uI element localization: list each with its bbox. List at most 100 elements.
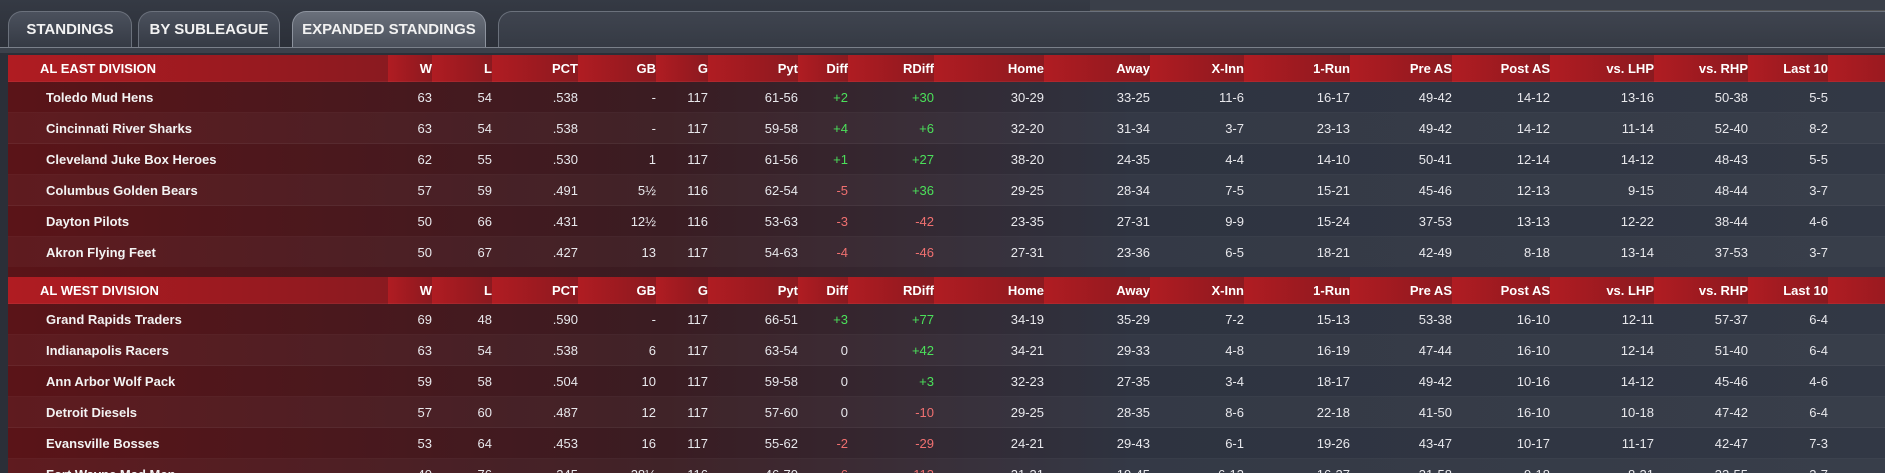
team-name[interactable]: Cincinnati River Sharks bbox=[8, 112, 388, 144]
tab-expanded-standings[interactable]: EXPANDED STANDINGS bbox=[292, 11, 486, 48]
column-header[interactable]: Last 10 bbox=[1748, 277, 1828, 304]
team-name[interactable]: Cleveland Juke Box Heroes bbox=[8, 143, 388, 175]
stat-vslhp: 12-11 bbox=[1550, 303, 1654, 335]
tab-standings[interactable]: STANDINGS bbox=[8, 11, 132, 48]
stat-pct: .538 bbox=[492, 334, 578, 366]
stat-postas: 13-13 bbox=[1452, 205, 1550, 237]
top-bar-right-strip bbox=[1090, 0, 1885, 11]
stat-gb: 12½ bbox=[578, 205, 656, 237]
column-header[interactable]: Away bbox=[1044, 55, 1150, 82]
stat-gb: - bbox=[578, 81, 656, 113]
column-header[interactable]: RDiff bbox=[848, 277, 934, 304]
team-row[interactable]: Grand Rapids Traders 69 48.590-117 66-51 +3 +… bbox=[8, 303, 1885, 335]
column-header[interactable]: Pre AS bbox=[1350, 277, 1452, 304]
stat-g: 117 bbox=[656, 236, 708, 267]
column-header[interactable]: G bbox=[656, 277, 708, 304]
team-row[interactable]: Fort Wayne Mad Men4076.34528½11646-70-6-… bbox=[8, 458, 1885, 473]
team-name[interactable]: Fort Wayne Mad Men bbox=[8, 458, 388, 473]
team-row[interactable]: Dayton Pilots 50 66.431 12½ 116 53-63 -3 -42 23-… bbox=[8, 205, 1885, 237]
tab-underline bbox=[0, 47, 1885, 53]
team-name[interactable]: Toledo Mud Hens bbox=[8, 81, 388, 113]
team-row[interactable]: Toledo Mud Hens 63 54.538-117 61-56 +2 +30 30-… bbox=[8, 81, 1885, 113]
stat-w: 63 bbox=[388, 112, 432, 144]
team-row[interactable]: Ann Arbor Wolf Pack 59 58.504 10 117 59-58 0 +3… bbox=[8, 365, 1885, 397]
stat-last10: 5-5 bbox=[1748, 81, 1828, 113]
stat-home: 29-25 bbox=[934, 174, 1044, 206]
column-header[interactable]: L bbox=[432, 277, 492, 304]
column-header[interactable]: Diff bbox=[798, 55, 848, 82]
stat-strk: L5 bbox=[1828, 365, 1885, 397]
column-header[interactable]: Diff bbox=[798, 277, 848, 304]
stat-last10: 3-7 bbox=[1748, 236, 1828, 267]
team-row[interactable]: Cleveland Juke Box Heroes 62 55.530 1 117 61-… bbox=[8, 143, 1885, 175]
column-header[interactable]: X-Inn bbox=[1150, 55, 1244, 82]
stat-preas: 49-42 bbox=[1350, 112, 1452, 144]
team-name[interactable]: Evansville Bosses bbox=[8, 427, 388, 459]
column-header[interactable]: Last 10 bbox=[1748, 55, 1828, 82]
stat-g: 117 bbox=[656, 427, 708, 459]
team-row[interactable]: Columbus Golden Bears 57 59.491 5½ 116 62-54-… bbox=[8, 174, 1885, 206]
column-header[interactable]: Strk bbox=[1828, 277, 1885, 304]
stat-onerun: 16-17 bbox=[1244, 81, 1350, 113]
tab-by-subleague[interactable]: BY SUBLEAGUE bbox=[138, 11, 280, 48]
column-header[interactable]: vs. LHP bbox=[1550, 55, 1654, 82]
column-header[interactable]: PCT bbox=[492, 277, 578, 304]
stat-strk: L5 bbox=[1828, 334, 1885, 366]
column-header[interactable]: GB bbox=[578, 55, 656, 82]
stat-l: 48 bbox=[432, 303, 492, 335]
column-header[interactable]: Pyt bbox=[708, 55, 798, 82]
team-name[interactable]: Detroit Diesels bbox=[8, 396, 388, 428]
team-row[interactable]: Cincinnati River Sharks 63 54.538-117 59-58… bbox=[8, 112, 1885, 144]
team-name[interactable]: Akron Flying Feet bbox=[8, 236, 388, 267]
stat-last10: 7-3 bbox=[1748, 427, 1828, 459]
team-name[interactable]: Columbus Golden Bears bbox=[8, 174, 388, 206]
column-header[interactable]: vs. LHP bbox=[1550, 277, 1654, 304]
stat-home: 30-29 bbox=[934, 81, 1044, 113]
stat-last10: 8-2 bbox=[1748, 112, 1828, 144]
stat-l: 55 bbox=[432, 143, 492, 175]
column-header[interactable]: W bbox=[388, 55, 432, 82]
column-header[interactable]: 1-Run bbox=[1244, 277, 1350, 304]
stat-rdiff: +6 bbox=[848, 112, 934, 144]
column-header[interactable]: Pyt bbox=[708, 277, 798, 304]
stat-home: 32-23 bbox=[934, 365, 1044, 397]
stat-g: 117 bbox=[656, 143, 708, 175]
column-header[interactable]: W bbox=[388, 277, 432, 304]
stat-last10: 4-6 bbox=[1748, 205, 1828, 237]
column-header[interactable]: Post AS bbox=[1452, 277, 1550, 304]
column-header[interactable]: L bbox=[432, 55, 492, 82]
stat-g: 117 bbox=[656, 112, 708, 144]
team-name[interactable]: Indianapolis Racers bbox=[8, 334, 388, 366]
column-header[interactable]: GB bbox=[578, 277, 656, 304]
column-header[interactable]: Home bbox=[934, 55, 1044, 82]
column-header[interactable]: Pre AS bbox=[1350, 55, 1452, 82]
team-name[interactable]: Ann Arbor Wolf Pack bbox=[8, 365, 388, 397]
stat-away: 29-33 bbox=[1044, 334, 1150, 366]
team-row[interactable]: Evansville Bosses 53 64.453 16 117 55-62 -2 -29… bbox=[8, 427, 1885, 459]
stat-onerun: 14-10 bbox=[1244, 143, 1350, 175]
team-row[interactable]: Akron Flying Feet 50 67.427 13 117 54-63 -4 -46… bbox=[8, 236, 1885, 267]
column-header[interactable]: vs. RHP bbox=[1654, 55, 1748, 82]
stat-home: 34-21 bbox=[934, 334, 1044, 366]
column-header[interactable]: Away bbox=[1044, 277, 1150, 304]
stat-pyt: 63-54 bbox=[708, 334, 798, 366]
team-row[interactable]: Detroit Diesels 57 60.487 12 117 57-60 0 -10 29-… bbox=[8, 396, 1885, 428]
column-header[interactable]: vs. RHP bbox=[1654, 277, 1748, 304]
team-name[interactable]: Dayton Pilots bbox=[8, 205, 388, 237]
stat-strk: W6 bbox=[1828, 112, 1885, 144]
column-header[interactable]: PCT bbox=[492, 55, 578, 82]
stat-preas: 45-46 bbox=[1350, 174, 1452, 206]
column-header[interactable]: Strk bbox=[1828, 55, 1885, 82]
stat-pyt: 57-60 bbox=[708, 396, 798, 428]
column-header[interactable]: G bbox=[656, 55, 708, 82]
team-row[interactable]: Indianapolis Racers 63 54.538 6 117 63-54 0 +42… bbox=[8, 334, 1885, 366]
stat-vsrhp: 50-38 bbox=[1654, 81, 1748, 113]
stat-diff: +3 bbox=[798, 303, 848, 335]
stat-last10: 5-5 bbox=[1748, 143, 1828, 175]
column-header[interactable]: Post AS bbox=[1452, 55, 1550, 82]
column-header[interactable]: X-Inn bbox=[1150, 277, 1244, 304]
column-header[interactable]: RDiff bbox=[848, 55, 934, 82]
column-header[interactable]: Home bbox=[934, 277, 1044, 304]
column-header[interactable]: 1-Run bbox=[1244, 55, 1350, 82]
team-name[interactable]: Grand Rapids Traders bbox=[8, 303, 388, 335]
